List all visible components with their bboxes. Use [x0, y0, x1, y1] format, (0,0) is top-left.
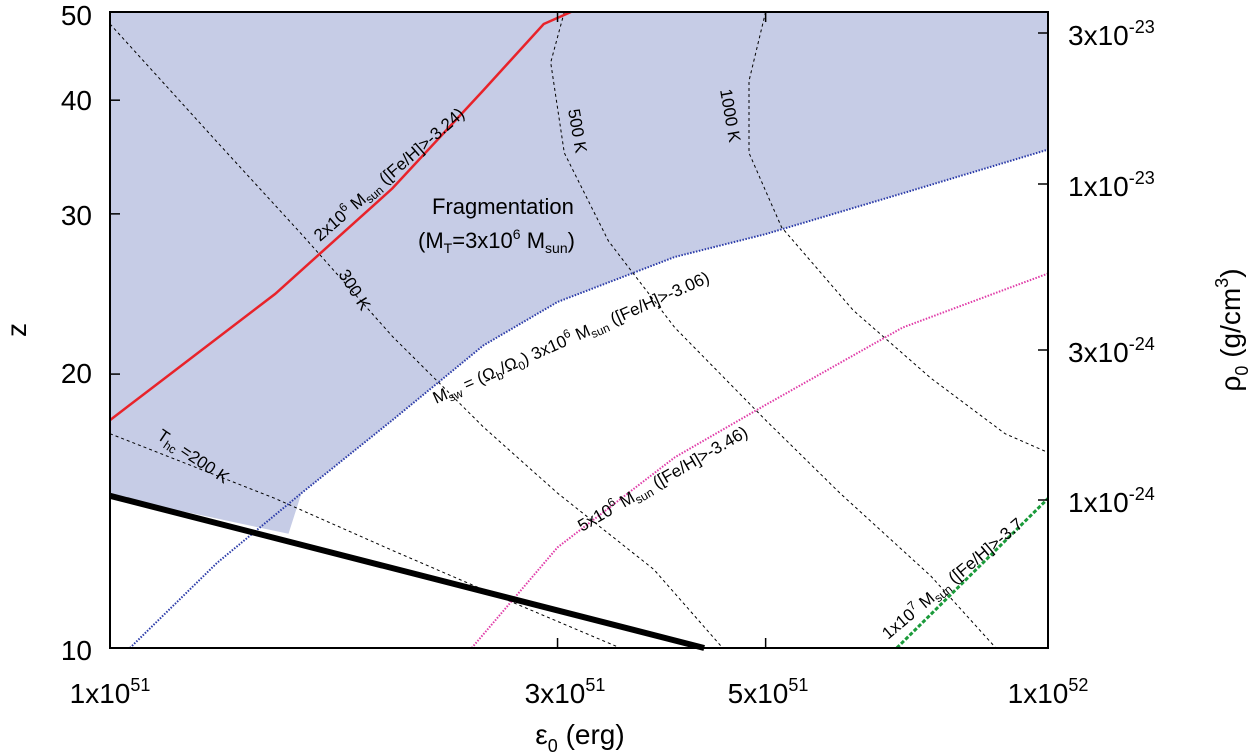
y2-tick-label-2: 3x10-24 [1068, 334, 1155, 368]
x-tick-label-1: 3x1051 [525, 675, 606, 709]
y-axis-title: z [1, 323, 32, 337]
y-tick-label-50: 50 [61, 0, 92, 31]
y2-tick-label-1: 1x10-23 [1068, 168, 1155, 202]
green-curve-label: 1x107 Msun ([Fe/H]>-3.7 [876, 512, 1028, 645]
series-line-black [110, 496, 704, 648]
y-tick-label-10: 10 [61, 635, 92, 666]
series-line-magenta [472, 274, 1048, 649]
fragmentation-label: Fragmentation [432, 194, 574, 219]
magenta-curve-label: 5x106 Msun ([Fe/H]>-3.46) [573, 420, 752, 538]
x-tick-label-3: 1x1052 [1008, 675, 1089, 709]
y2-axis-title: ρ0 (g/cm3) [1212, 268, 1252, 391]
x-axis-title: ε0 (erg) [535, 719, 624, 753]
y2-tick-label-0: 3x10-23 [1068, 17, 1155, 51]
x-tick-label-2: 5x1051 [728, 675, 809, 709]
y-tick-label-20: 20 [61, 358, 92, 389]
x-tick-label-0: 1x1051 [70, 675, 151, 709]
y-tick-label-40: 40 [61, 85, 92, 116]
fragmentation-region [110, 12, 1048, 534]
y-tick-label-30: 30 [61, 200, 92, 231]
y2-tick-label-3: 1x10-24 [1068, 484, 1155, 518]
